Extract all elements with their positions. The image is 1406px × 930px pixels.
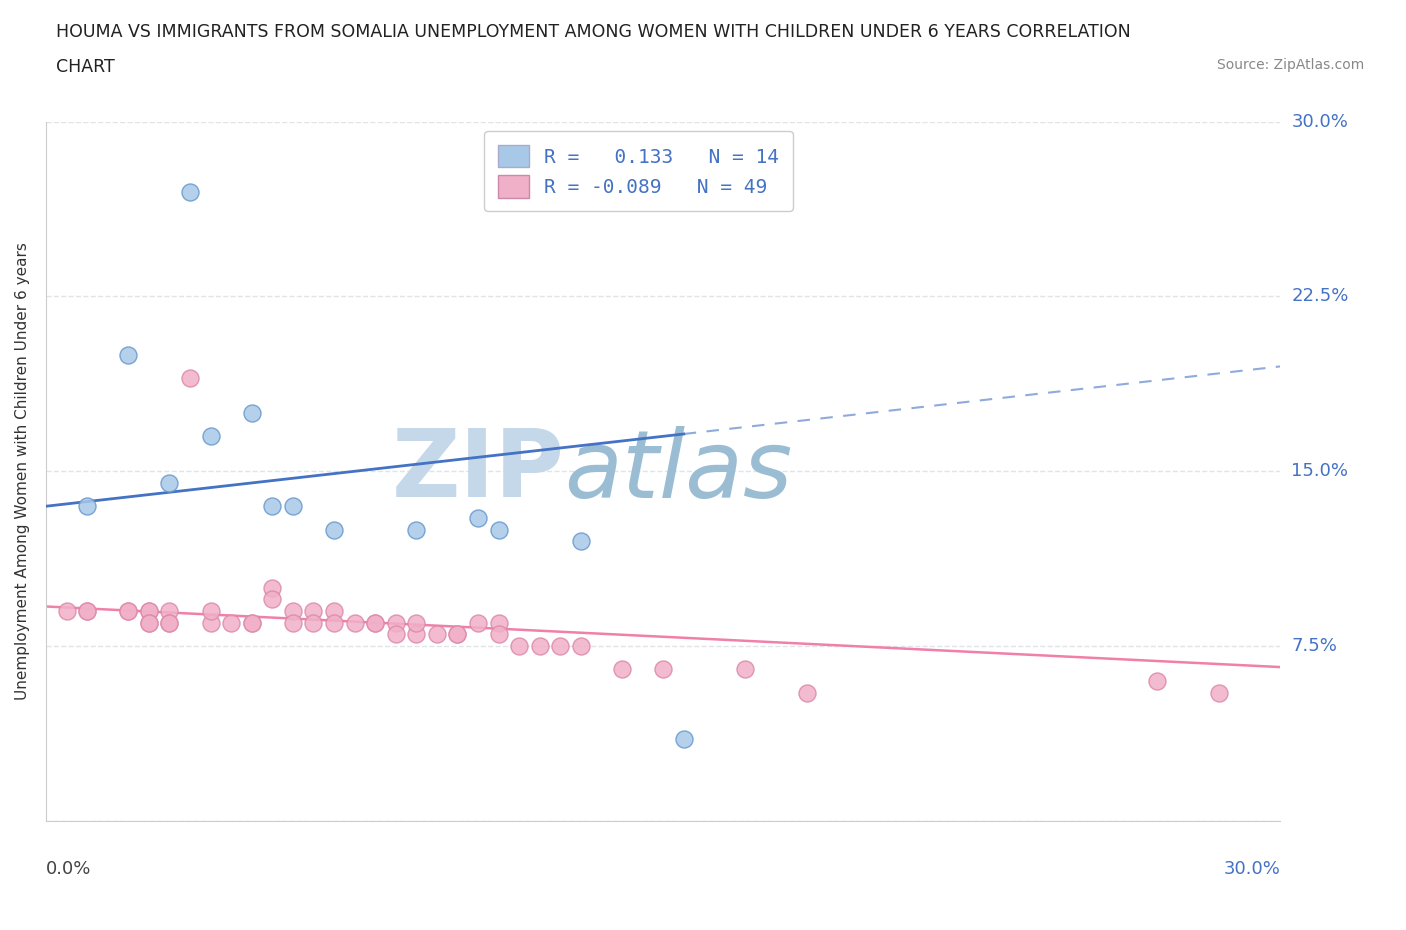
Point	[446, 627, 468, 642]
Point	[364, 616, 387, 631]
Text: 15.0%: 15.0%	[1292, 462, 1348, 480]
Point	[323, 604, 346, 618]
Point	[117, 604, 139, 618]
Point	[240, 616, 263, 631]
Text: 7.5%: 7.5%	[1292, 637, 1337, 655]
Point	[179, 184, 201, 199]
Point	[364, 616, 387, 631]
Point	[508, 639, 530, 654]
Point	[446, 627, 468, 642]
Text: 22.5%: 22.5%	[1292, 287, 1348, 305]
Point	[1208, 685, 1230, 700]
Text: Source: ZipAtlas.com: Source: ZipAtlas.com	[1216, 58, 1364, 72]
Point	[323, 522, 346, 537]
Point	[157, 604, 180, 618]
Point	[384, 616, 406, 631]
Point	[55, 604, 77, 618]
Point	[76, 604, 98, 618]
Point	[262, 580, 284, 595]
Point	[1146, 673, 1168, 688]
Point	[138, 616, 160, 631]
Point	[262, 592, 284, 607]
Point	[488, 627, 510, 642]
Point	[281, 604, 304, 618]
Point	[529, 639, 551, 654]
Point	[343, 616, 366, 631]
Point	[672, 732, 695, 747]
Point	[734, 662, 756, 677]
Point	[426, 627, 449, 642]
Point	[157, 616, 180, 631]
Point	[569, 534, 592, 549]
Point	[240, 616, 263, 631]
Point	[548, 639, 571, 654]
Point	[117, 347, 139, 362]
Point	[610, 662, 633, 677]
Point	[384, 627, 406, 642]
Point	[405, 616, 427, 631]
Y-axis label: Unemployment Among Women with Children Under 6 years: Unemployment Among Women with Children U…	[15, 243, 30, 700]
Text: 30.0%: 30.0%	[1292, 113, 1348, 130]
Point	[652, 662, 675, 677]
Point	[302, 604, 325, 618]
Point	[76, 604, 98, 618]
Point	[467, 511, 489, 525]
Point	[240, 405, 263, 420]
Text: HOUMA VS IMMIGRANTS FROM SOMALIA UNEMPLOYMENT AMONG WOMEN WITH CHILDREN UNDER 6 : HOUMA VS IMMIGRANTS FROM SOMALIA UNEMPLO…	[56, 23, 1130, 41]
Point	[488, 522, 510, 537]
Point	[405, 522, 427, 537]
Point	[200, 616, 222, 631]
Point	[262, 498, 284, 513]
Point	[488, 616, 510, 631]
Point	[138, 616, 160, 631]
Point	[323, 616, 346, 631]
Point	[796, 685, 818, 700]
Point	[179, 371, 201, 386]
Point	[138, 604, 160, 618]
Point	[200, 429, 222, 444]
Text: 30.0%: 30.0%	[1223, 860, 1281, 878]
Point	[76, 498, 98, 513]
Point	[405, 627, 427, 642]
Legend: R =   0.133   N = 14, R = -0.089   N = 49: R = 0.133 N = 14, R = -0.089 N = 49	[484, 131, 793, 211]
Point	[467, 616, 489, 631]
Text: ZIP: ZIP	[391, 425, 564, 517]
Point	[281, 616, 304, 631]
Point	[219, 616, 242, 631]
Text: 0.0%: 0.0%	[46, 860, 91, 878]
Point	[302, 616, 325, 631]
Point	[157, 616, 180, 631]
Point	[117, 604, 139, 618]
Point	[138, 604, 160, 618]
Point	[157, 475, 180, 490]
Text: atlas: atlas	[564, 426, 793, 517]
Point	[569, 639, 592, 654]
Point	[281, 498, 304, 513]
Text: CHART: CHART	[56, 58, 115, 75]
Point	[200, 604, 222, 618]
